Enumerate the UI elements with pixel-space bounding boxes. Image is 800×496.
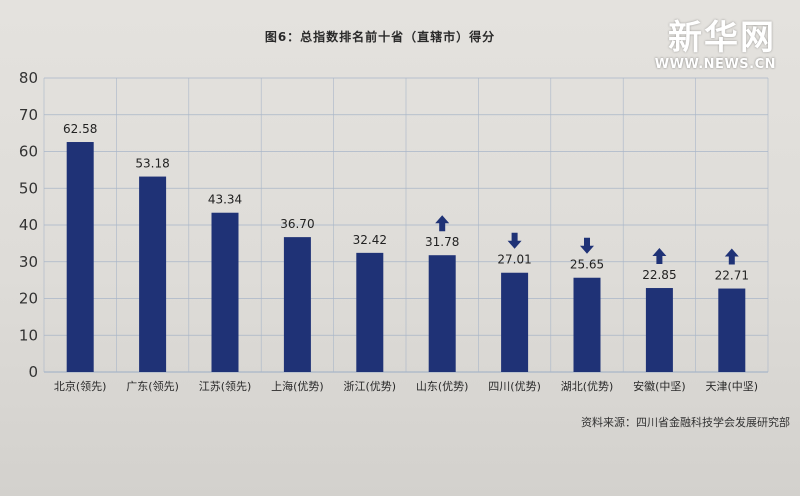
- arrow-down-icon: [580, 237, 594, 254]
- chart-title: 图6：总指数排名前十省（直辖市）得分: [264, 30, 496, 44]
- bar: [283, 237, 311, 372]
- bar: [501, 272, 529, 372]
- y-tick-label: 70: [19, 106, 38, 124]
- x-tick-label: 四川(优势): [488, 380, 541, 393]
- y-tick-label: 50: [19, 179, 38, 197]
- data-label: 27.01: [497, 253, 531, 267]
- x-tick-label: 安徽(中坚): [633, 379, 686, 393]
- bar: [139, 176, 167, 372]
- arrow-up-icon: [724, 248, 739, 265]
- x-tick-label: 北京(领先): [54, 379, 107, 393]
- x-tick-label: 天津(中坚): [706, 380, 759, 393]
- bar: [428, 255, 456, 372]
- data-label: 32.42: [353, 233, 387, 247]
- x-tick-label: 山东(优势): [416, 380, 469, 393]
- arrow-up-icon: [435, 215, 450, 232]
- y-tick-label: 0: [28, 363, 38, 381]
- arrow-down-icon: [507, 232, 522, 249]
- x-tick-label: 浙江(优势): [344, 380, 397, 393]
- data-label: 25.65: [570, 258, 604, 272]
- data-label: 43.34: [208, 193, 242, 207]
- bar: [211, 212, 239, 372]
- trend-arrows: [435, 215, 739, 265]
- data-label: 53.18: [135, 157, 169, 171]
- x-tick-label: 广东(领先): [126, 380, 179, 393]
- data-label: 22.85: [642, 268, 676, 282]
- bar: [718, 288, 746, 372]
- bars: [66, 142, 746, 372]
- bar: [66, 142, 94, 372]
- y-tick-label: 80: [19, 69, 38, 87]
- source-note: 资料来源：四川省金融科技学会发展研究部: [581, 416, 790, 429]
- y-tick-label: 30: [19, 253, 38, 271]
- watermark-logo: 新华网 WWW.NEWS.CN: [616, 10, 776, 72]
- y-axis: 0 10 20 30 40 50 60 70 80: [19, 69, 38, 381]
- gridlines: [43, 77, 769, 373]
- bar: [573, 277, 601, 372]
- value-labels: 62.58 53.18 43.34 36.70 32.42 31.78 27.01 25.65…: [63, 122, 749, 283]
- bar: [645, 288, 673, 372]
- arrow-up-icon: [652, 248, 667, 265]
- x-tick-label: 江苏(领先): [199, 380, 252, 393]
- x-axis: 北京(领先) 广东(领先) 江苏(领先) 上海(优势) 浙江(优势) 山东(优势) 四川(优…: [54, 379, 758, 393]
- data-label: 22.71: [715, 269, 749, 283]
- data-label: 62.58: [63, 122, 97, 136]
- y-tick-label: 40: [19, 216, 38, 234]
- x-tick-label: 湖北(优势): [561, 380, 614, 393]
- y-tick-label: 20: [19, 290, 38, 308]
- y-tick-label: 10: [19, 326, 38, 344]
- watermark-url: WWW.NEWS.CN: [654, 57, 776, 72]
- data-label: 31.78: [425, 235, 459, 249]
- y-tick-label: 60: [19, 143, 38, 161]
- data-label: 36.70: [280, 217, 314, 231]
- watermark-brand: 新华网: [668, 18, 776, 58]
- x-tick-label: 上海(优势): [271, 379, 324, 393]
- bar: [356, 252, 384, 372]
